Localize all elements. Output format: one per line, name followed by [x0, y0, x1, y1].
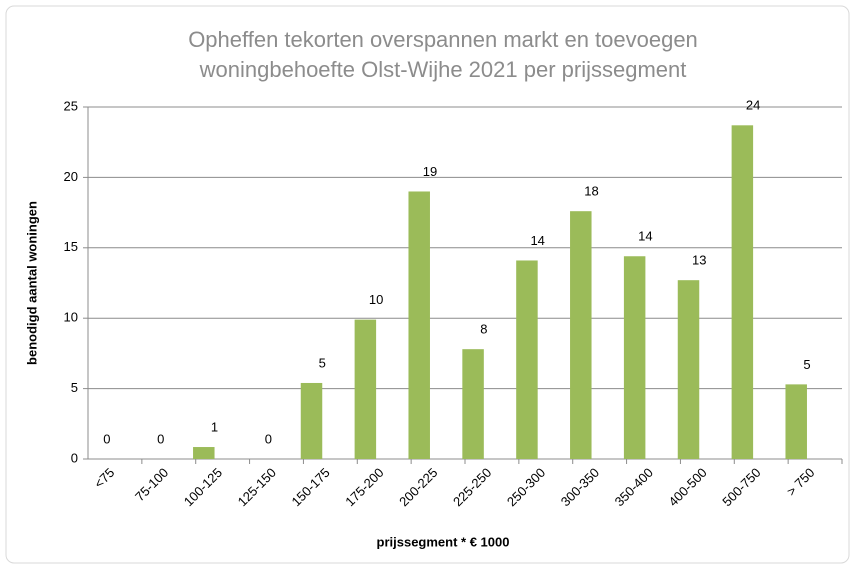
- data-label: 14: [530, 233, 544, 248]
- data-label: 1: [211, 419, 218, 434]
- data-label: 0: [265, 431, 272, 446]
- y-tick-label: 10: [64, 310, 78, 325]
- x-axis-label: prijssegment * € 1000: [377, 534, 510, 549]
- bar: [408, 191, 430, 460]
- bar: [677, 280, 700, 459]
- bar: [623, 256, 646, 459]
- data-label: 13: [692, 253, 706, 268]
- data-label: 5: [803, 357, 810, 372]
- chart-title: Opheffen tekorten overspannen markt en t…: [188, 27, 698, 52]
- data-label: 8: [480, 322, 487, 337]
- data-label: 0: [103, 431, 110, 446]
- y-axis-label: benodigd aantal woningen: [24, 201, 39, 365]
- bar: [785, 384, 807, 459]
- data-label: 19: [423, 164, 437, 179]
- bar: [516, 260, 538, 459]
- data-label: 10: [369, 292, 383, 307]
- data-label: 24: [746, 98, 760, 113]
- bar: [354, 319, 377, 459]
- y-tick-label: 0: [71, 450, 78, 465]
- bar: [462, 349, 484, 459]
- data-label: 5: [319, 355, 326, 370]
- bar: [570, 211, 592, 459]
- data-label: 18: [584, 184, 598, 199]
- chart-title: woningbehoefte Olst-Wijhe 2021 per prijs…: [199, 57, 687, 82]
- data-label: 14: [638, 229, 652, 244]
- bar: [300, 382, 323, 459]
- y-tick-label: 5: [71, 380, 78, 395]
- y-tick-label: 25: [64, 98, 78, 113]
- y-tick-label: 20: [64, 169, 78, 184]
- bar: [731, 125, 754, 459]
- y-tick-label: 15: [64, 239, 78, 254]
- bar: [193, 447, 215, 459]
- data-label: 0: [157, 431, 164, 446]
